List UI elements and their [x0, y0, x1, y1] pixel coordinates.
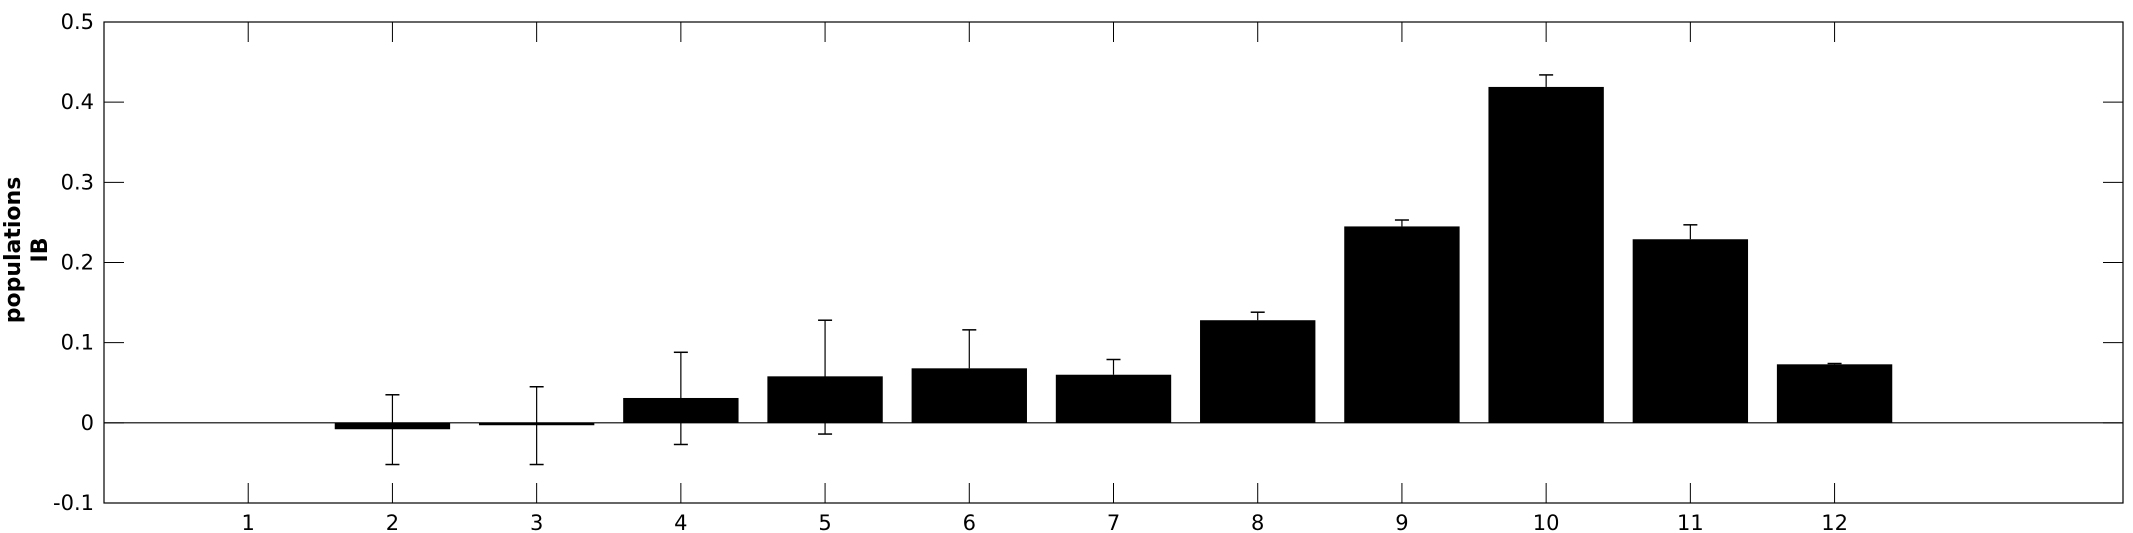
plot-area-frame: [103, 21, 2124, 504]
x-tick-label: 10: [1533, 511, 1560, 533]
bar: [1344, 226, 1460, 423]
bar: [1488, 86, 1604, 423]
bar: [1055, 374, 1172, 423]
bar: [1200, 320, 1316, 423]
x-tick-label: 3: [530, 511, 543, 533]
y-axis-label-line-1: populations: [1, 177, 26, 324]
y-tick-label: 0.2: [61, 251, 94, 275]
y-tick-label: 0.1: [61, 331, 94, 355]
x-tick-label: 4: [674, 511, 687, 533]
x-tick-label: 11: [1677, 511, 1704, 533]
bar: [1632, 239, 1749, 423]
x-tick-label: 1: [242, 511, 255, 533]
x-tick-label: 8: [1251, 511, 1264, 533]
x-tick-label: 2: [386, 511, 399, 533]
y-axis-label: populations IB: [1, 177, 53, 324]
x-tick-label: 5: [818, 511, 831, 533]
x-tick-label: 7: [1107, 511, 1120, 533]
bar: [1776, 364, 1893, 423]
y-tick-label: 0.5: [61, 10, 94, 34]
y-tick-label: 0.4: [61, 90, 94, 114]
y-tick-label: 0: [81, 411, 94, 435]
x-tick-label: 9: [1395, 511, 1408, 533]
y-tick-label: -0.1: [53, 491, 94, 515]
x-tick-label: 6: [963, 511, 976, 533]
x-tick-label: 12: [1821, 511, 1848, 533]
bar: [911, 368, 1027, 423]
y-tick-label: 0.3: [61, 170, 94, 194]
y-axis-label-line-2: IB: [28, 238, 53, 263]
